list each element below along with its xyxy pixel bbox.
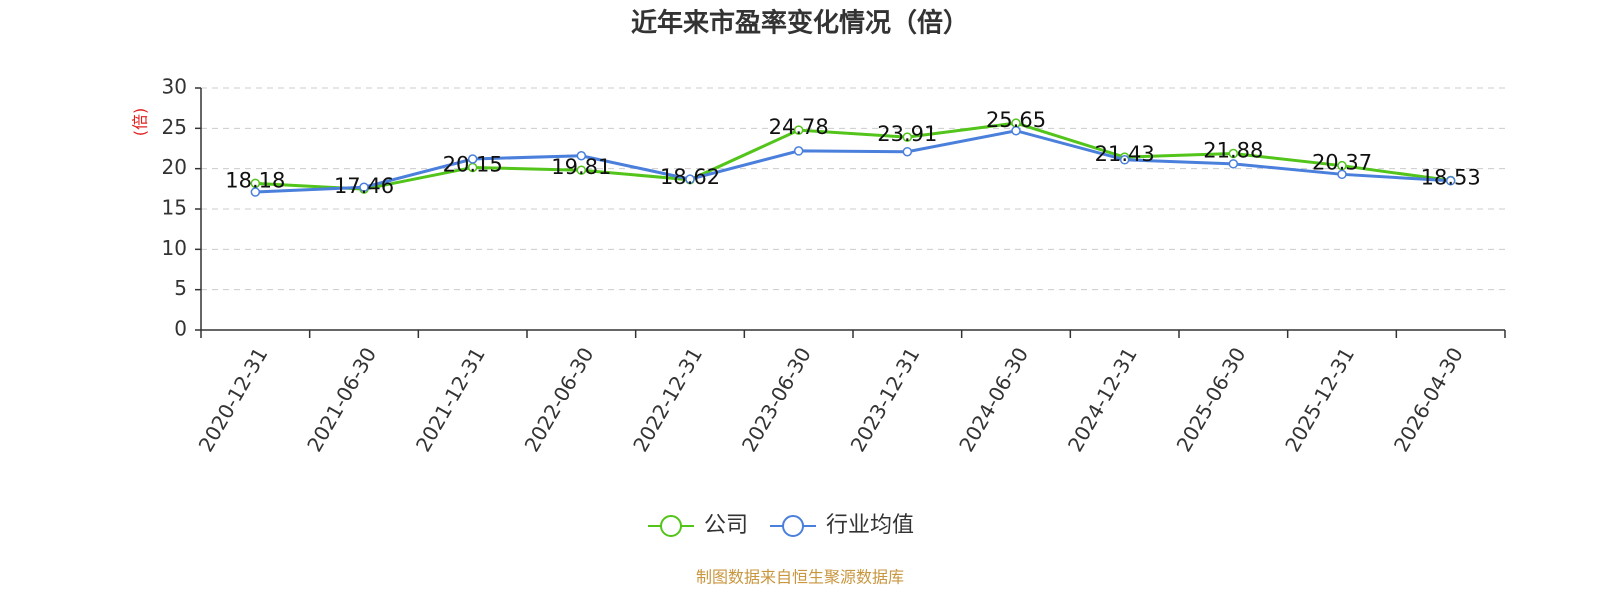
data-point [250, 187, 261, 197]
data-point [902, 132, 913, 142]
x-tick-label: 2025-06-30 [1172, 343, 1251, 456]
data-label: 20.15 [443, 152, 503, 176]
series-line [255, 129, 1451, 194]
x-tick-label: 2023-06-30 [737, 343, 816, 456]
data-point [576, 151, 587, 161]
y-tick-label: 5 [174, 276, 187, 300]
x-tick-label: 2023-12-31 [846, 343, 925, 456]
x-tick-label: 2026-04-30 [1389, 343, 1468, 456]
data-point [793, 125, 804, 135]
y-tick-label: 25 [162, 115, 187, 139]
x-tick-label: 2024-06-30 [954, 343, 1033, 456]
data-point [685, 174, 695, 184]
data-label: 19.81 [551, 155, 611, 179]
data-label: 17.46 [334, 174, 394, 198]
chart-title: 近年来市盈率变化情况（倍） [631, 8, 969, 39]
x-tick-label: 2022-06-30 [520, 343, 599, 456]
data-point [1119, 155, 1130, 165]
source-note: 制图数据来自恒生聚源数据库 [696, 568, 904, 587]
legend-label[interactable]: 行业均值 [826, 513, 914, 538]
data-point [359, 182, 369, 192]
data-point [1228, 159, 1239, 169]
x-tick-label: 2021-06-30 [302, 343, 381, 456]
data-label: 20.37 [1312, 151, 1372, 175]
data-label: 18.53 [1421, 166, 1481, 190]
x-tick-label: 2025-12-31 [1280, 343, 1359, 456]
y-tick-label: 10 [162, 236, 187, 260]
x-tick-label: 2024-12-31 [1063, 343, 1142, 456]
data-point [1337, 169, 1347, 180]
y-axis-label: (倍) [131, 108, 150, 137]
y-tick-label: 20 [162, 155, 187, 179]
data-point [576, 165, 587, 175]
legend-marker[interactable] [660, 515, 682, 537]
data-label: 18.62 [660, 165, 720, 189]
data-label: 21.88 [1203, 139, 1263, 163]
data-label: 25.65 [986, 108, 1046, 132]
y-tick-label: 15 [162, 196, 187, 220]
x-tick-label: 2021-12-31 [411, 343, 490, 456]
legend-label[interactable]: 公司 [704, 513, 748, 538]
series-line [255, 121, 1451, 191]
legend-marker[interactable] [782, 515, 805, 537]
data-point [793, 146, 804, 156]
data-label: 18.18 [225, 168, 285, 192]
data-point [902, 146, 913, 157]
data-point [1011, 126, 1021, 136]
data-label: 23.91 [877, 122, 937, 146]
x-tick-label: 2020-12-31 [194, 343, 273, 456]
y-tick-label: 30 [162, 75, 187, 99]
data-point [1228, 148, 1239, 159]
data-point [1445, 176, 1456, 186]
x-tick-label: 2022-12-31 [628, 343, 707, 456]
data-point [467, 154, 478, 164]
data-label: 21.43 [1095, 142, 1155, 166]
data-label: 24.78 [769, 115, 829, 139]
y-tick-label: 0 [174, 317, 187, 341]
